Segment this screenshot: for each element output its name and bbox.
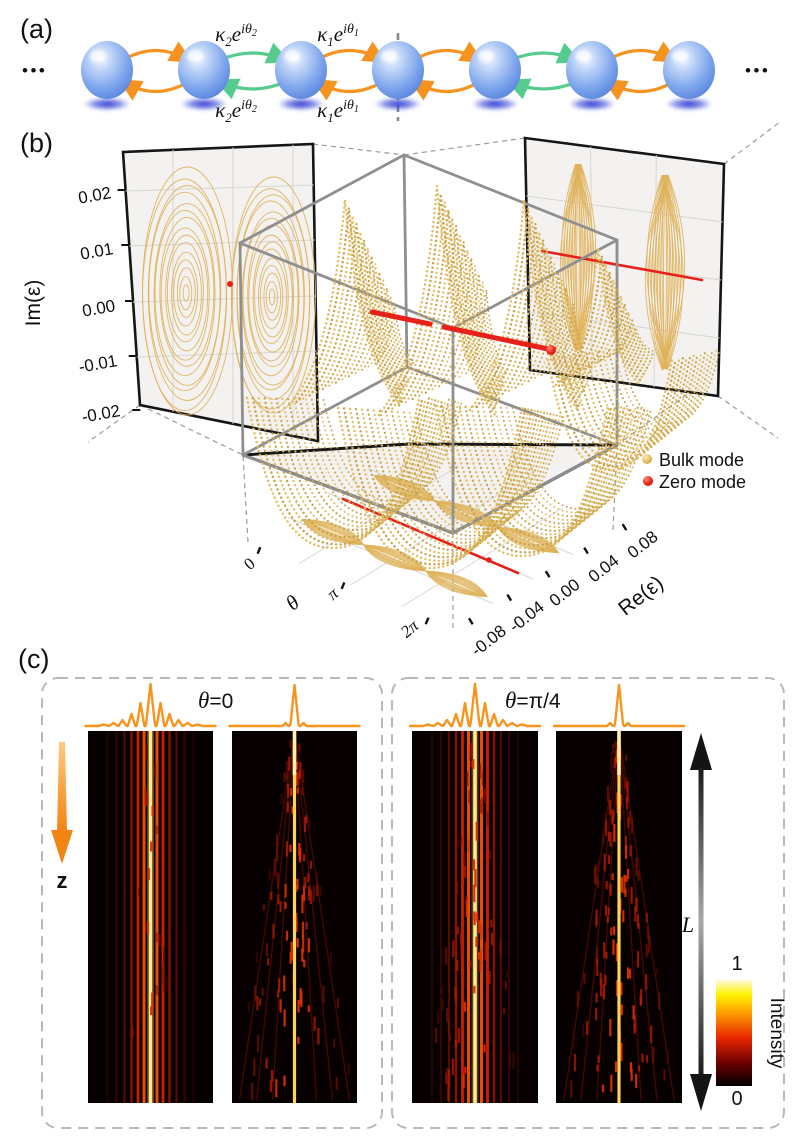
- im-axis-ticks: [117, 189, 141, 411]
- bulk-mode-label: Bulk mode: [659, 450, 744, 470]
- im-tick-3: -0.01: [77, 351, 118, 376]
- theta-tick-0: 0: [240, 554, 259, 574]
- chain-ellipsis-left: •••: [22, 61, 47, 80]
- heatmap-pi4-single: [556, 731, 682, 1103]
- panel-b: (b) 0.02 0.01 0.00 -0.01 -0.02 Im(ε) 0 π…: [20, 121, 781, 660]
- coupling-label-k2-top: κ2eiθ2: [215, 22, 257, 49]
- theta-axis-ticks: [256, 546, 430, 625]
- im-tick-2: 0.00: [81, 296, 117, 320]
- panel-c-label: (c): [18, 644, 49, 674]
- panel-a-label: (a): [20, 14, 53, 44]
- im-axis: 0.02 0.01 0.00 -0.01 -0.02 Im(ε): [22, 183, 141, 427]
- colorbar-gradient: [716, 980, 752, 1086]
- bounding-cube: [238, 153, 619, 535]
- re-tick-4: 0.08: [624, 527, 662, 562]
- legend: Bulk mode Zero mode: [642, 450, 746, 492]
- re-tick-3: 0.04: [585, 551, 623, 586]
- length-arrow-shaft: [698, 768, 704, 1076]
- re-axis-ticks: [467, 523, 628, 625]
- re-axis: -0.08 -0.04 0.00 0.04 0.08 Re(ε): [467, 523, 668, 660]
- heatmap-theta0-wide: [88, 731, 213, 1103]
- bulk-mode-surface: [245, 185, 721, 570]
- zero-mode-label: Zero mode: [659, 472, 746, 492]
- coupling-label-k1-bottom: κ1eiθ1: [317, 98, 359, 125]
- re-tick-2: 0.00: [546, 575, 584, 610]
- thetapi4-title: θ=π/4: [505, 688, 561, 713]
- colorbar-min: 0: [731, 1088, 742, 1110]
- chain-ellipsis-right: •••: [745, 61, 770, 80]
- z-axis-arrow: z: [51, 742, 73, 893]
- resonator-chain: [81, 41, 715, 111]
- z-arrow-shaft: [57, 742, 67, 832]
- theta-tick-2: 2π: [397, 616, 423, 642]
- length-arrow: L: [681, 733, 712, 1111]
- colorbar-title: Intensity: [766, 998, 787, 1069]
- length-arrow-head-top: [690, 733, 712, 770]
- panel-c: (c) θ=0 θ=π/4 z: [18, 644, 787, 1129]
- theta-tick-1: π: [323, 583, 342, 603]
- coupling-labels: κ2eiθ2 κ1eiθ1 κ2eiθ2 κ1eiθ1: [215, 22, 359, 125]
- heatmap-pi4-wide: [412, 731, 538, 1103]
- coupling-label-k1-top: κ1eiθ1: [317, 22, 359, 49]
- theta-axis-title: θ: [281, 590, 304, 615]
- length-label: L: [681, 912, 694, 937]
- heatmap-theta0-single: [232, 731, 357, 1103]
- re-axis-title: Re(ε): [614, 571, 668, 620]
- panel-b-label: (b): [20, 128, 53, 158]
- zero-mode-line: [369, 309, 556, 355]
- z-axis-label: z: [57, 868, 68, 893]
- coupling-label-k2-bottom: κ2eiθ2: [215, 98, 257, 125]
- im-projection-plane: [121, 142, 320, 443]
- thetapi4-group-box: [391, 677, 785, 1129]
- theta0-group-box: [41, 677, 383, 1129]
- im-tick-0: 0.02: [77, 183, 113, 207]
- re-tick-0: -0.08: [467, 621, 509, 660]
- panel-a: (a) ••• ••• κ2eiθ2 κ1eiθ1 κ2eiθ2 κ1eiθ1: [20, 14, 770, 125]
- im-tick-1: 0.01: [79, 239, 115, 263]
- theta0-title: θ=0: [198, 688, 233, 713]
- input-profiles: [84, 682, 685, 728]
- colorbar-max: 1: [731, 953, 742, 975]
- bulk-mode-dot: [642, 454, 652, 464]
- length-arrow-head-bottom: [690, 1074, 712, 1111]
- z-arrow-head: [51, 830, 73, 864]
- re-tick-1: -0.04: [505, 597, 547, 636]
- im-axis-title: Im(ε): [22, 280, 45, 327]
- zero-mode-dot: [643, 476, 653, 486]
- colorbar: 1 0 Intensity: [716, 953, 787, 1110]
